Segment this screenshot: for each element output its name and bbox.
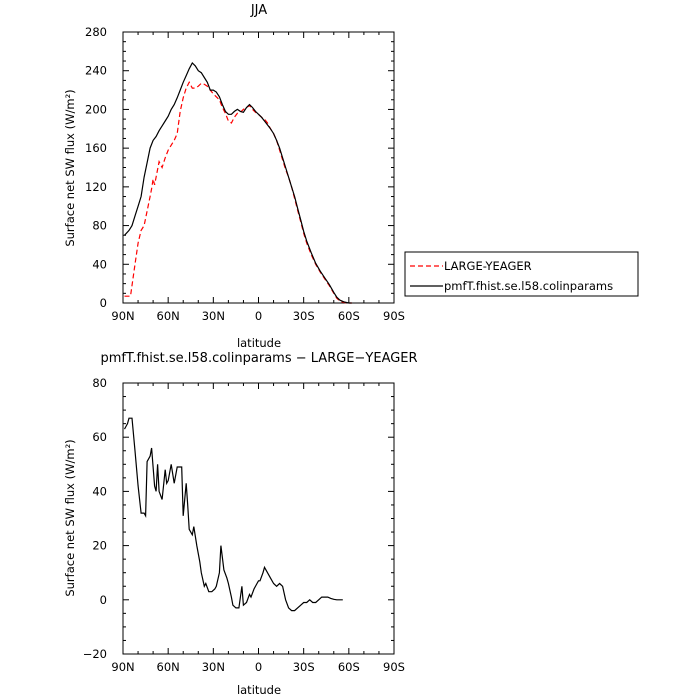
bottom-chart-title: pmfT.fhist.se.l58.colinparams − LARGE−YE… <box>100 351 417 366</box>
top-x-axis-label: latitude <box>237 336 281 350</box>
bottom-y-axis-label: Surface net SW flux (W/m²) <box>63 439 77 596</box>
y-tick-label: 20 <box>92 539 107 553</box>
top-chart-title: JJA <box>250 3 267 18</box>
top-x-tick-labels: 90N 60N 30N 0 30S 60S 90S <box>111 309 405 323</box>
legend-label-large-yeager: LARGE-YEAGER <box>444 259 532 273</box>
x-tick-label: 90N <box>111 309 134 323</box>
x-tick-label: 60N <box>157 309 180 323</box>
x-tick-label: 60N <box>157 660 180 674</box>
y-tick-label: 40 <box>92 484 107 498</box>
x-tick-label: 60S <box>338 309 360 323</box>
y-tick-label: 40 <box>92 257 107 271</box>
y-tick-label: 0 <box>100 593 107 607</box>
top-series-line-0 <box>124 81 352 304</box>
top-panel: JJA 90N 60N 30N 0 30S 60S 90S 0 40 80 120 160 200 24… <box>63 3 405 350</box>
y-tick-label: 0 <box>100 296 107 310</box>
x-tick-label: 90S <box>383 660 405 674</box>
bottom-plot-frame <box>122 382 395 655</box>
top-y-tick-labels: 0 40 80 120 160 200 240 280 <box>85 25 107 310</box>
y-tick-label: 240 <box>85 64 107 78</box>
x-tick-label: 30S <box>293 660 315 674</box>
x-tick-label: 90S <box>383 309 405 323</box>
bottom-x-tick-labels: 90N 60N 30N 0 30S 60S 90S <box>111 660 405 674</box>
bottom-series-group <box>123 417 343 612</box>
x-tick-label: 0 <box>255 309 262 323</box>
y-tick-label: −20 <box>83 647 107 661</box>
y-tick-label: 200 <box>85 102 107 116</box>
y-tick-label: 60 <box>92 430 107 444</box>
bottom-x-axis-label: latitude <box>237 683 281 697</box>
top-series-group <box>124 62 352 304</box>
bottom-axis-ticks <box>122 382 395 655</box>
y-tick-label: 160 <box>85 141 107 155</box>
y-tick-label: 120 <box>85 180 107 194</box>
x-tick-label: 30N <box>202 660 225 674</box>
x-tick-label: 60S <box>338 660 360 674</box>
top-plot-frame <box>122 31 395 304</box>
y-tick-label: 80 <box>92 376 107 390</box>
bottom-y-tick-labels: −20 0 20 40 60 80 <box>83 376 107 661</box>
top-y-axis-label: Surface net SW flux (W/m²) <box>63 89 77 246</box>
y-tick-label: 80 <box>92 219 107 233</box>
x-tick-label: 0 <box>255 660 262 674</box>
legend-label-pmft: pmfT.fhist.se.l58.colinparams <box>444 279 613 293</box>
legend: LARGE-YEAGER pmfT.fhist.se.l58.colinpara… <box>404 251 639 297</box>
legend-box <box>404 251 639 297</box>
top-axis-ticks <box>122 31 395 304</box>
bottom-series-line-0 <box>123 417 343 612</box>
top-series-line-1 <box>124 62 352 304</box>
x-tick-label: 90N <box>111 660 134 674</box>
x-tick-label: 30N <box>202 309 225 323</box>
bottom-panel: pmfT.fhist.se.l58.colinparams − LARGE−YE… <box>63 351 418 697</box>
y-tick-label: 280 <box>85 25 107 39</box>
x-tick-label: 30S <box>293 309 315 323</box>
